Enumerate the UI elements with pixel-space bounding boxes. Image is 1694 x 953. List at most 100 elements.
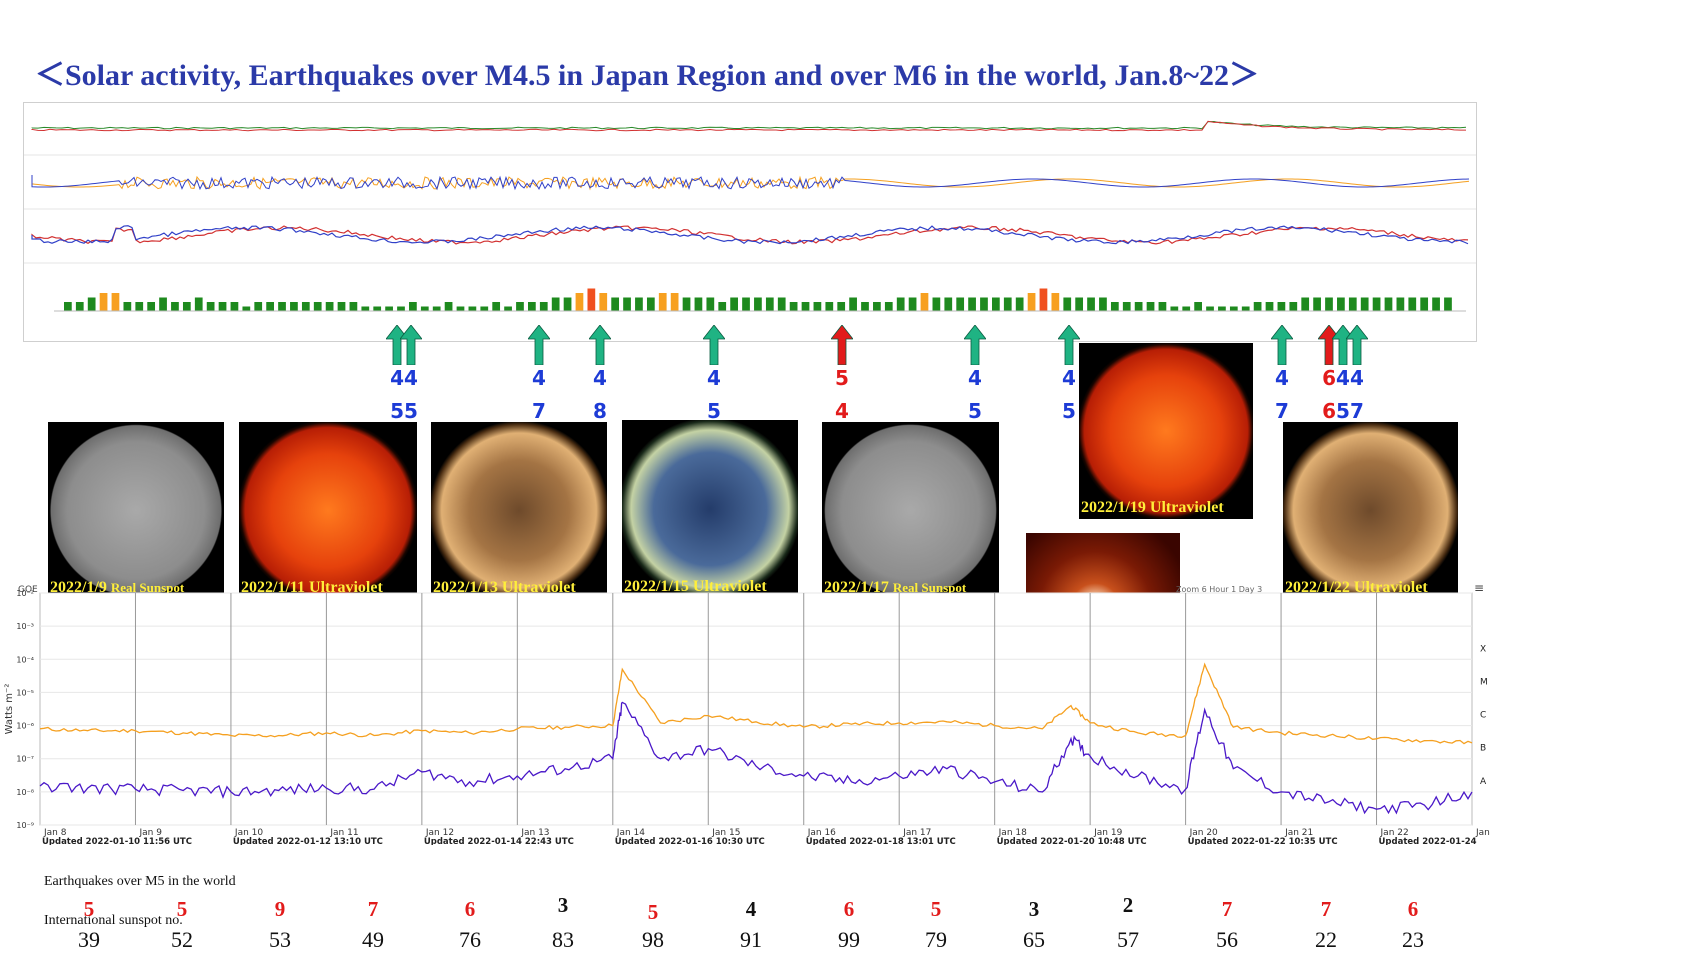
kp-bar <box>480 306 489 311</box>
kp-bar <box>635 297 643 311</box>
sunspot-number: 52 <box>171 927 193 952</box>
kp-bar <box>932 297 941 311</box>
kp-bar <box>1313 297 1321 311</box>
japan-quake-mag: 5 <box>835 366 849 390</box>
flare-class-label: X <box>1480 644 1486 654</box>
kp-bar <box>75 302 84 311</box>
caption-date: 2022/1/13 <box>433 579 502 596</box>
solar-image: 2022/1/17 Real Sunspot <box>822 422 999 599</box>
sunspot-number: 99 <box>838 927 860 952</box>
world-eq-count: 7 <box>367 897 379 921</box>
updated-label: Updated 2022-01-24 <box>1379 837 1477 845</box>
arrow-shape <box>1346 325 1368 365</box>
kp-bar <box>1229 306 1238 311</box>
kp-bar <box>135 302 144 311</box>
y-tick-label: 10⁻³ <box>16 622 34 631</box>
kp-bar <box>1194 302 1202 311</box>
kp-bar <box>254 302 263 311</box>
caption-type: Ultraviolet <box>501 579 576 596</box>
kp-bar <box>623 297 631 311</box>
kp-bar <box>385 306 393 311</box>
solar-image: 2022/1/19 Ultraviolet <box>1079 343 1253 519</box>
kp-bar <box>575 293 584 311</box>
proton-flux-line <box>31 121 1467 130</box>
japan-quake-digit: 6 <box>1322 366 1337 390</box>
y-tick-label: 10⁻⁹ <box>16 821 34 830</box>
kp-bar <box>980 297 988 311</box>
sunspot-number: 57 <box>1117 927 1139 952</box>
kp-bar <box>992 297 1000 311</box>
caption-type: Ultraviolet <box>1353 579 1428 596</box>
sunspot-number: 56 <box>1216 927 1238 952</box>
kp-bar <box>789 302 798 311</box>
flare-class-label: A <box>1480 777 1487 787</box>
sun-disk <box>48 422 224 599</box>
y-tick-label: 10⁻⁴ <box>16 655 34 664</box>
kp-bar <box>1337 297 1345 311</box>
electron-flux-line <box>31 175 1470 191</box>
japan-quake-arrow <box>1346 325 1368 365</box>
space-weather-panels <box>23 102 1477 342</box>
caption-type: Real Sunspot <box>110 580 185 595</box>
kp-bar <box>349 302 358 311</box>
kp-bar <box>563 297 572 311</box>
caption-date: 2022/1/19 <box>1081 499 1150 516</box>
kp-bar <box>754 297 762 311</box>
kp-bar <box>1241 306 1250 311</box>
y-tick-label: 10⁻⁷ <box>16 755 34 764</box>
kp-bar <box>682 297 691 311</box>
sunspot-number: 91 <box>740 927 762 952</box>
flare-class-label: M <box>1480 677 1488 687</box>
kp-bar <box>1051 293 1060 311</box>
kp-bar <box>861 302 869 311</box>
x-tick-label: Jan 16 <box>807 828 836 838</box>
kp-bar <box>456 306 465 311</box>
sun-disk <box>239 422 417 599</box>
kp-bar <box>873 302 881 311</box>
flare-class-label: C <box>1480 711 1486 721</box>
japan-quake-decimal: 8 <box>593 399 607 423</box>
kp-bar <box>99 293 108 311</box>
kp-bar <box>920 293 929 311</box>
japan-quake-decimal: 657 <box>1313 399 1373 423</box>
kp-bar <box>504 306 512 311</box>
kp-bar <box>159 297 167 311</box>
kp-bar <box>539 302 548 311</box>
kp-bar <box>587 288 596 311</box>
sunspot-number: 22 <box>1315 927 1337 952</box>
kp-bar <box>420 306 429 311</box>
world-eq-count: 2 <box>1122 893 1134 917</box>
solar-image: 2022/1/22 Ultraviolet <box>1283 422 1458 599</box>
kp-bar <box>658 293 667 311</box>
sunspot-number: 76 <box>459 927 481 952</box>
kp-bar <box>944 297 953 311</box>
kp-bar <box>313 302 322 311</box>
japan-quake-decimal: 5 <box>707 399 721 423</box>
sun-disk <box>431 422 607 599</box>
kp-bar <box>242 306 251 311</box>
image-caption: 2022/1/19 Ultraviolet <box>1079 499 1253 519</box>
sunspot-number: 49 <box>362 927 384 952</box>
kp-bar <box>123 302 132 311</box>
world-eq-count: 5 <box>176 897 188 921</box>
page-title: ＜Solar activity, Earthquakes over M4.5 i… <box>35 59 1260 92</box>
kp-bar <box>1253 302 1262 311</box>
kp-bar <box>64 302 72 311</box>
sunspot-number: 53 <box>269 927 291 952</box>
kp-bar <box>1265 302 1274 311</box>
image-caption: 2022/1/11 Ultraviolet <box>239 579 417 599</box>
japan-quake-digit: 57 <box>1336 399 1364 423</box>
solar-image: 2022/1/13 Ultraviolet <box>431 422 607 599</box>
kp-bar <box>908 297 917 311</box>
flare-class-label: B <box>1480 744 1486 754</box>
kp-bar <box>1075 297 1084 311</box>
updated-label: Updated 2022-01-12 13:10 UTC <box>233 837 383 845</box>
japan-quake-decimal: 4 <box>835 399 849 423</box>
kp-bar <box>694 297 703 311</box>
japan-quake-mag: 4 <box>1275 366 1289 390</box>
sunspot-number: 98 <box>642 927 664 952</box>
x-tick-label: Jan 9 <box>138 828 162 838</box>
arrow-shape <box>1271 325 1293 365</box>
kp-bar <box>1146 302 1155 311</box>
xray-series-short <box>39 701 1473 815</box>
